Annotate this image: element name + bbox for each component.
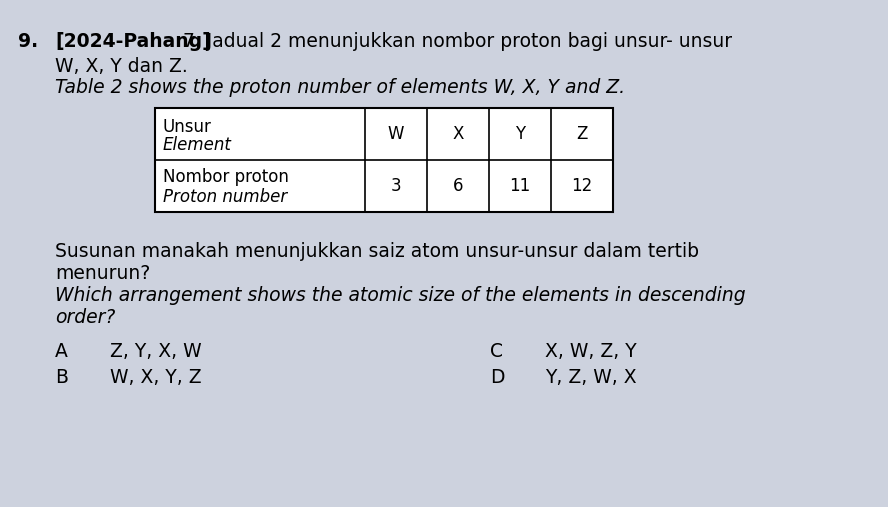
Text: 7. Jadual 2 menunjukkan nombor proton bagi unsur- unsur: 7. Jadual 2 menunjukkan nombor proton ba…	[177, 32, 732, 51]
Text: Susunan manakah menunjukkan saiz atom unsur-unsur dalam tertib: Susunan manakah menunjukkan saiz atom un…	[55, 242, 699, 261]
Bar	[155, 108, 613, 212]
Text: X, W, Z, Y: X, W, Z, Y	[545, 342, 637, 361]
Text: 9.: 9.	[18, 32, 38, 51]
Bar	[155, 108, 613, 212]
Text: 6: 6	[453, 177, 464, 195]
Text: C: C	[490, 342, 503, 361]
Text: Element: Element	[163, 136, 232, 154]
Text: Y, Z, W, X: Y, Z, W, X	[545, 368, 637, 387]
Text: Y: Y	[515, 125, 525, 143]
Text: W, X, Y, Z: W, X, Y, Z	[110, 368, 202, 387]
Text: Nombor proton: Nombor proton	[163, 168, 289, 186]
Text: 3: 3	[391, 177, 401, 195]
Text: 12: 12	[571, 177, 592, 195]
Text: W: W	[388, 125, 404, 143]
Text: W, X, Y dan Z.: W, X, Y dan Z.	[55, 57, 187, 76]
Text: A: A	[55, 342, 67, 361]
Text: Table 2 shows the proton number of elements W, X, Y and Z.: Table 2 shows the proton number of eleme…	[55, 78, 625, 97]
Text: [2024-Pahang]: [2024-Pahang]	[55, 32, 210, 51]
Text: Z, Y, X, W: Z, Y, X, W	[110, 342, 202, 361]
Text: Unsur: Unsur	[163, 118, 212, 136]
Text: Which arrangement shows the atomic size of the elements in descending: Which arrangement shows the atomic size …	[55, 286, 746, 305]
Text: menurun?: menurun?	[55, 264, 150, 283]
Text: D: D	[490, 368, 504, 387]
Text: B: B	[55, 368, 68, 387]
Text: Z: Z	[576, 125, 588, 143]
Text: X: X	[452, 125, 464, 143]
Text: 11: 11	[510, 177, 531, 195]
Text: order?: order?	[55, 308, 115, 327]
Text: Proton number: Proton number	[163, 188, 287, 206]
